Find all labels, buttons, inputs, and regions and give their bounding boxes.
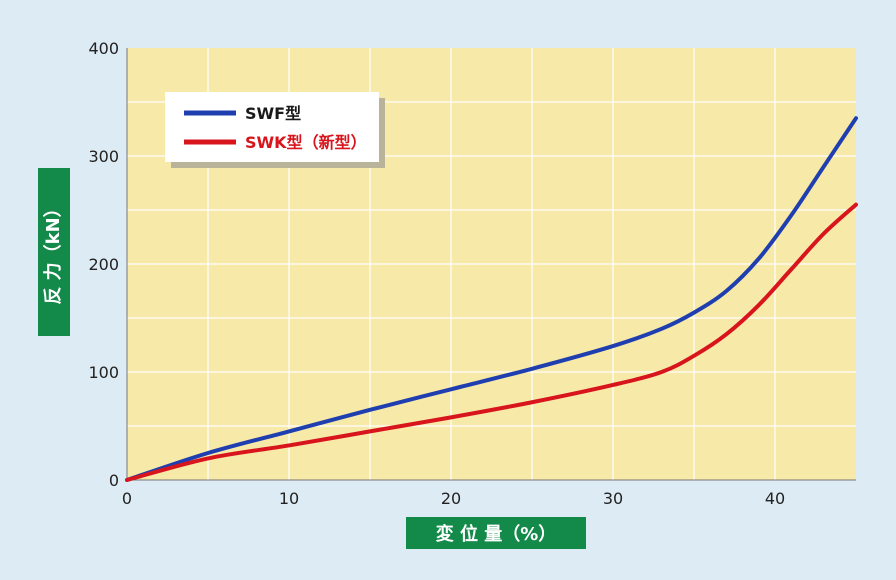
y-axis-label-box: 反 力（kN） <box>38 168 70 336</box>
axes <box>126 48 856 481</box>
x-tick-label: 30 <box>603 489 623 508</box>
y-tick-label: 300 <box>88 147 119 166</box>
x-tick-label: 10 <box>279 489 299 508</box>
x-tick-label: 20 <box>441 489 461 508</box>
x-axis-label-box: 変 位 量（%） <box>406 517 586 549</box>
y-tick-label: 200 <box>88 255 119 274</box>
y-axis-label: 反 力（kN） <box>43 199 64 304</box>
series-layer <box>125 116 858 482</box>
y-axis-label-bg <box>38 168 70 336</box>
series-line-0 <box>125 116 858 482</box>
y-tick-label: 100 <box>88 363 119 382</box>
x-axis-label: 変 位 量（%） <box>436 523 557 545</box>
legend-entry-swk: SWK型（新型） <box>245 133 367 152</box>
x-tick-label: 40 <box>765 489 785 508</box>
y-tick-label: 400 <box>88 39 119 58</box>
legend-box <box>165 92 379 162</box>
x-axis-label-bg <box>406 517 586 549</box>
y-tick-label: 0 <box>109 471 119 490</box>
x-tick-label: 0 <box>122 489 132 508</box>
series-line-1 <box>125 202 858 482</box>
legend-entry-swf: SWF型 <box>245 104 301 123</box>
legend: SWF型 SWK型（新型） <box>165 92 385 168</box>
